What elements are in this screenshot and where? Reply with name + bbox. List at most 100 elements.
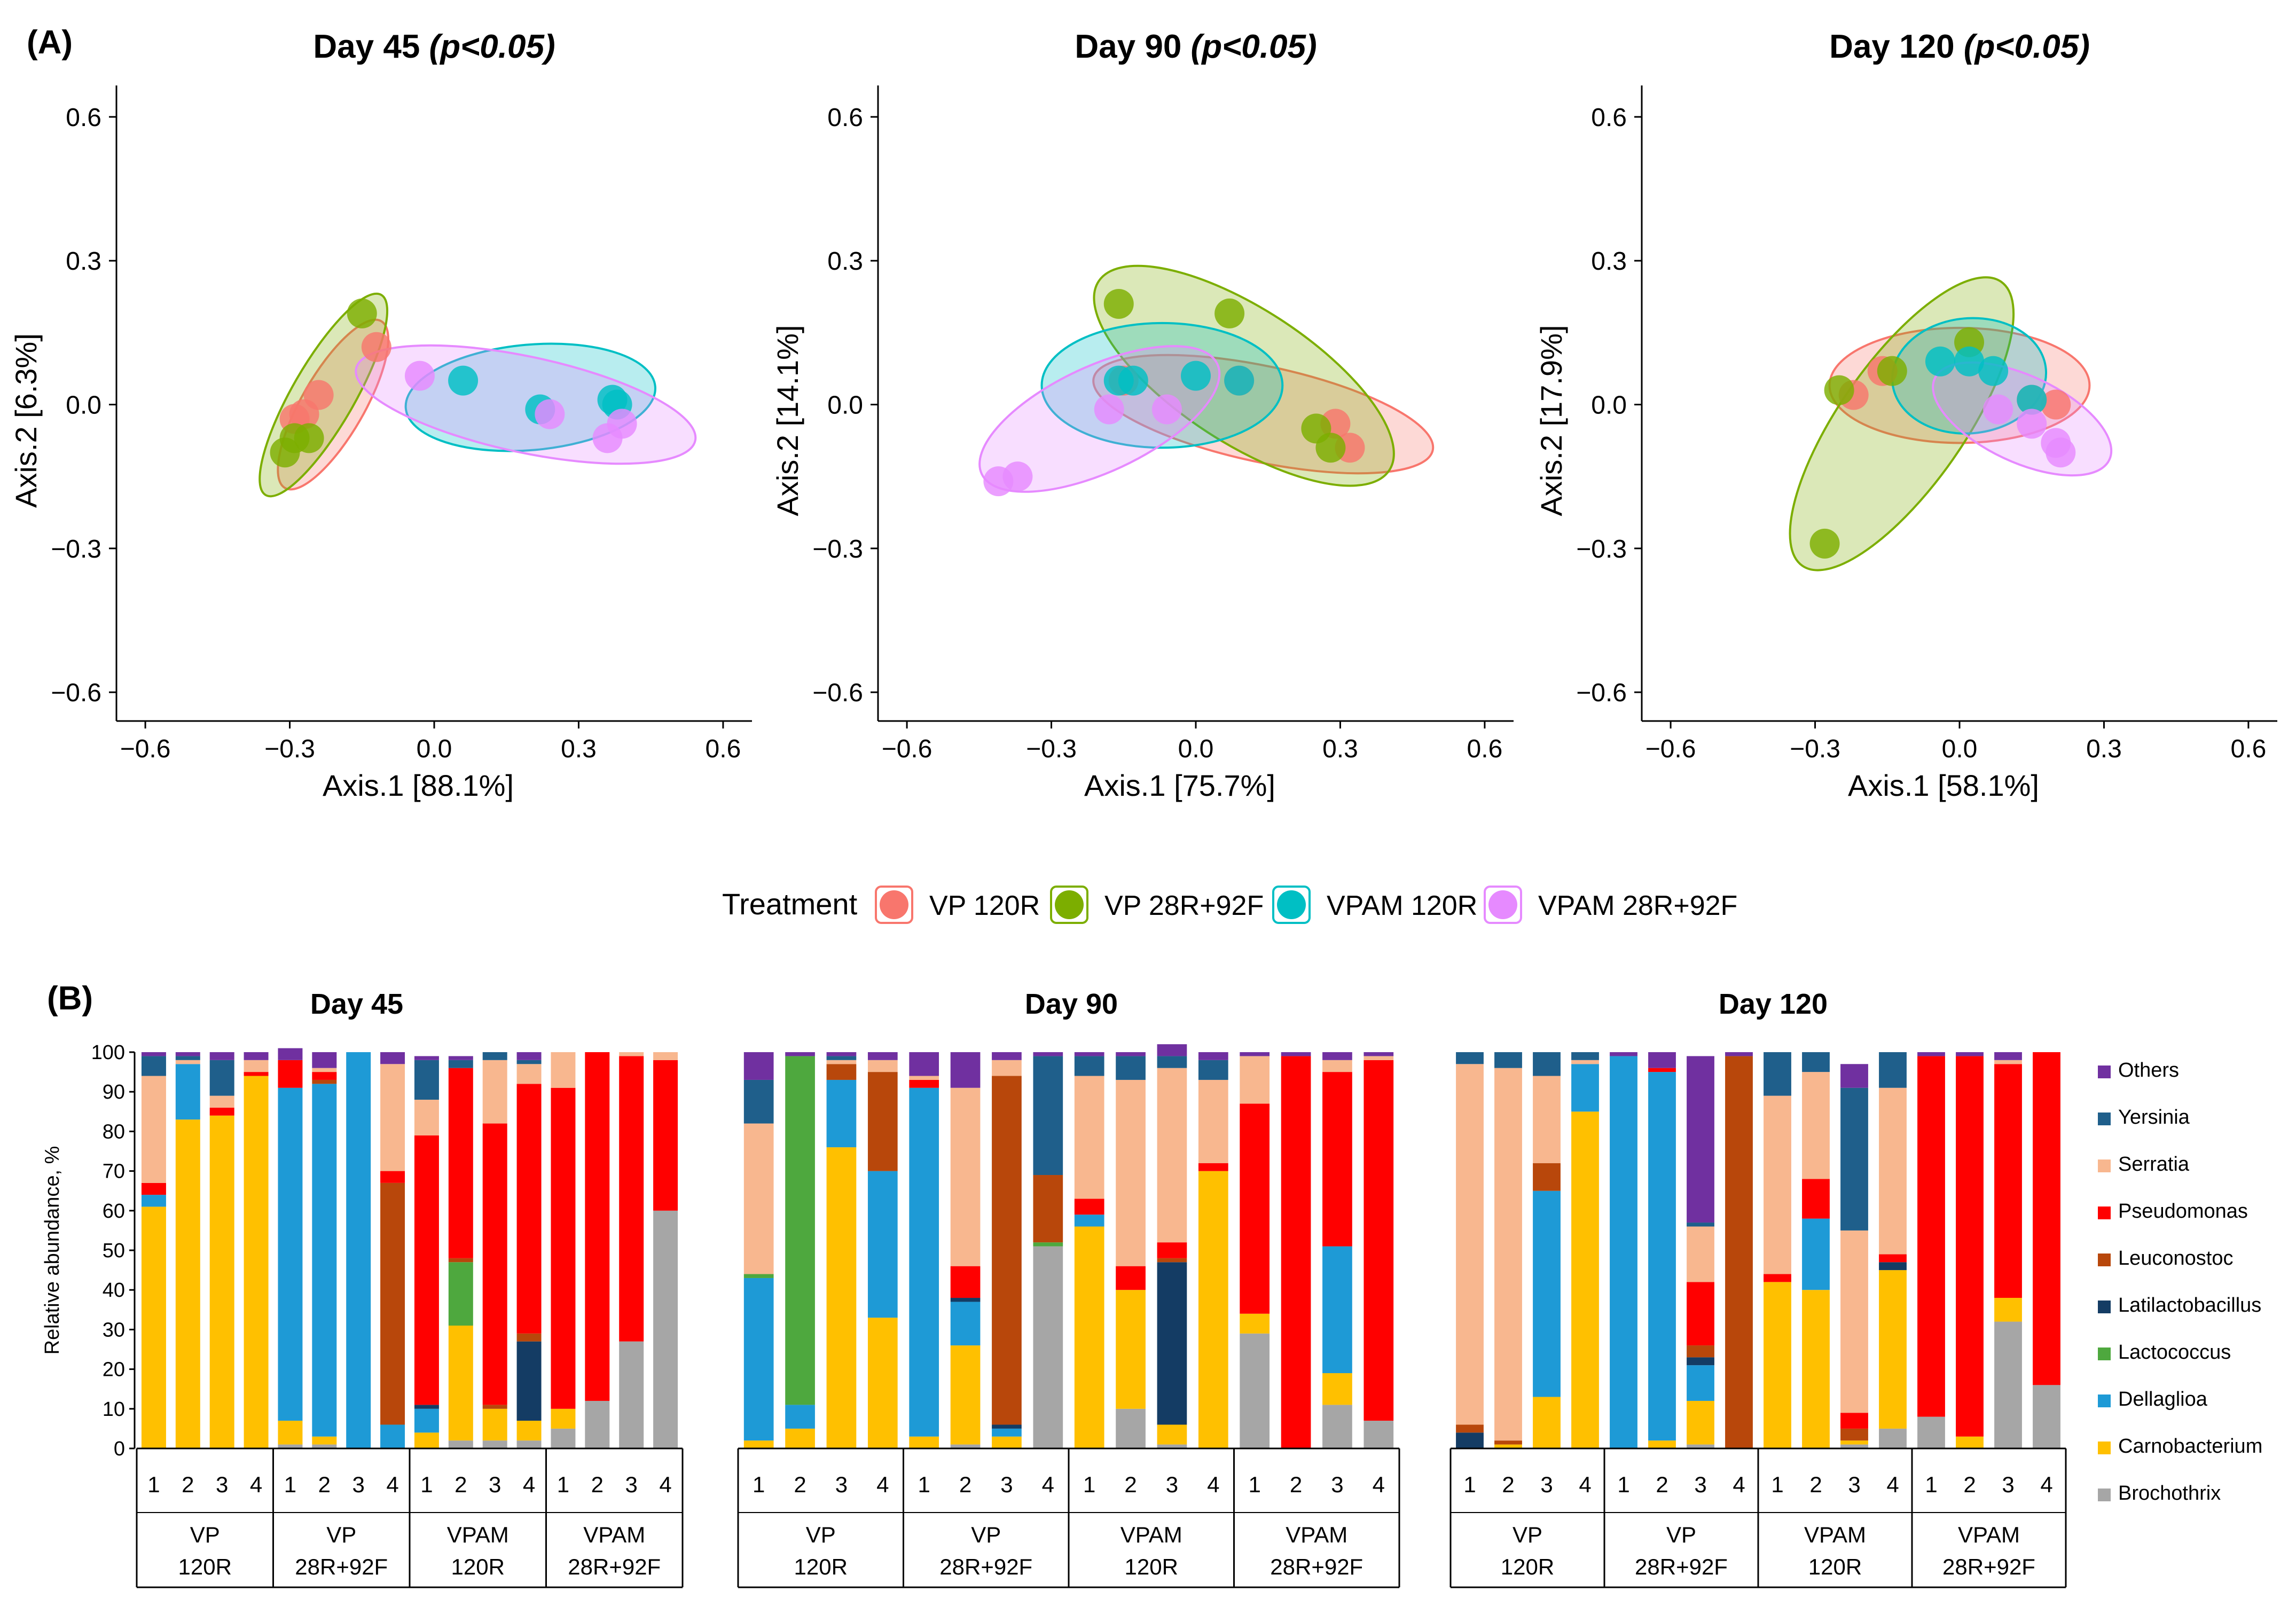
y-tick-label: 100 [91,1041,125,1064]
legend-label-vpam-120r: VPAM 120R [1327,890,1477,921]
legend-swatch-latilactobacillus [2098,1301,2111,1313]
bar-segment-carnobacterium [414,1432,439,1448]
group-label-line2: 28R+92F [1635,1554,1728,1579]
bar-segment-pseudomonas [1687,1282,1714,1346]
y-axis-label: Axis.2 [14.1%] [771,325,804,516]
bar-segment-others [1725,1052,1753,1056]
legend-label-vpam-28r-92f: VPAM 28R+92F [1538,890,1737,921]
bar-segment-serratia [141,1076,166,1183]
bar-segment-yersinia [1157,1056,1187,1068]
x-tick-label: 0.3 [1322,735,1358,763]
bar-segment-pseudomonas [1917,1056,1945,1417]
legend-swatch-dellaglioa [2098,1395,2111,1407]
bar-segment-pseudomonas [1648,1068,1676,1072]
x-tick-label: 0.6 [1467,735,1503,763]
bar-segment-serratia [482,1060,507,1124]
bar-segment-pseudomonas [1764,1274,1791,1282]
bar-segment-pseudomonas [1322,1072,1352,1247]
point-vpam-120r [1978,356,2009,386]
bar-segment-brochothrix [585,1400,610,1448]
point-vp-28r-92f [1214,298,1245,328]
bar-segment-brochothrix [448,1440,473,1448]
replicate-label: 4 [1733,1472,1745,1497]
legend-swatch-leuconostoc [2098,1254,2111,1266]
bar-segment-latilactobacillus [950,1298,981,1302]
replicate-label: 4 [1373,1472,1385,1497]
bar-segment-others [867,1052,898,1060]
bar-segment-pseudomonas [1281,1056,1311,1448]
bar-segment-serratia [1840,1230,1868,1413]
bar-segment-leuconostoc [867,1072,898,1171]
y-tick-label: 0.3 [66,247,101,276]
bar-segment-leuconostoc [1494,1440,1522,1445]
bar-segment-leuconostoc [448,1258,473,1263]
legend-swatch-brochothrix [2098,1489,2111,1501]
bar-segment-serratia [653,1052,678,1060]
bar-segment-carnobacterium [743,1440,774,1448]
bar-segment-pseudomonas [482,1123,507,1405]
bar-segment-brochothrix [1322,1405,1352,1448]
plot-title: Day 120 (p<0.05) [1829,28,2090,65]
ordination-plot-day-45: Day 45 (p<0.05) −0.6 −0.3 0.0 0.3 0.6 0.6 0.3 0.… [9,28,752,802]
bar-segment-carnobacterium [1157,1424,1187,1445]
bar-segment-yersinia [209,1060,234,1096]
bar-segment-lactococcus [448,1262,473,1326]
replicate-label: 3 [835,1472,848,1497]
bar-segment-others [141,1052,166,1056]
point-vpam-28r-92f [607,409,637,439]
y-tick-label: 10 [103,1398,125,1421]
bar-segment-yersinia [1687,1223,1714,1227]
bar-segment-brochothrix [2033,1385,2060,1448]
group-label-line1: VP [806,1522,836,1547]
replicate-label: 4 [2040,1472,2052,1497]
legend-label-carnobacterium: Carnobacterium [2118,1435,2262,1458]
legend-label-yersinia: Yersinia [2118,1106,2190,1129]
bar-segment-serratia [1198,1079,1228,1163]
panel-b-label: (B) [47,980,93,1017]
bar-segment-carnobacterium [551,1408,576,1429]
legend-label-dellaglioa: Dellaglioa [2118,1388,2208,1411]
bar-segment-others [1610,1052,1637,1056]
bar-segment-dellaglioa [141,1195,166,1207]
bar-segment-others [1956,1052,1984,1056]
bar-segment-carnobacterium [278,1421,303,1445]
y-tick-label: 60 [103,1200,125,1223]
y-tick-label: 90 [103,1081,125,1103]
x-tick-label: −0.3 [264,735,315,763]
bar-segment-brochothrix [950,1444,981,1448]
group-label-line2: 120R [794,1554,848,1579]
bar-segment-others [278,1048,303,1060]
bar-segment-serratia [909,1076,939,1080]
group-label-line2: 120R [1125,1554,1178,1579]
bar-segment-others [209,1052,234,1060]
bar-segment-pseudomonas [653,1060,678,1211]
replicate-label: 4 [523,1472,535,1497]
replicate-label: 2 [1809,1472,1822,1497]
bar-segment-latilactobacillus [1456,1432,1484,1448]
bar-segment-serratia [516,1064,542,1084]
group-label-line1: VPAM [1120,1522,1182,1547]
bar-segment-others [175,1052,200,1056]
group-label-line1: VPAM [1804,1522,1866,1547]
legend-marker-vp-120r [880,890,908,919]
replicate-label: 2 [1124,1472,1137,1497]
bar-segment-pseudomonas [551,1087,576,1409]
bar-segment-carnobacterium [1687,1400,1714,1445]
bar-segment-serratia [380,1064,405,1171]
bar-segment-others [1157,1044,1187,1056]
y-tick-label: 0.0 [66,391,101,420]
point-vp-28r-92f [1103,288,1134,319]
legend-title: Treatment [722,887,858,921]
bar-segment-yersinia [826,1056,857,1060]
bar-segment-pseudomonas [244,1072,269,1076]
bar-segment-dellaglioa [743,1278,774,1441]
bar-segment-leuconostoc [1033,1175,1063,1243]
legend-swatch-lactococcus [2098,1348,2111,1360]
replicate-label: 4 [659,1472,671,1497]
bar-segment-carnobacterium [312,1436,337,1445]
bar-segment-pseudomonas [2033,1052,2060,1385]
bar-segment-pseudomonas [1956,1056,1984,1437]
bar-segment-pseudomonas [1240,1103,1270,1314]
bar-segment-others [414,1056,439,1060]
group-label-line2: 120R [1808,1554,1862,1579]
